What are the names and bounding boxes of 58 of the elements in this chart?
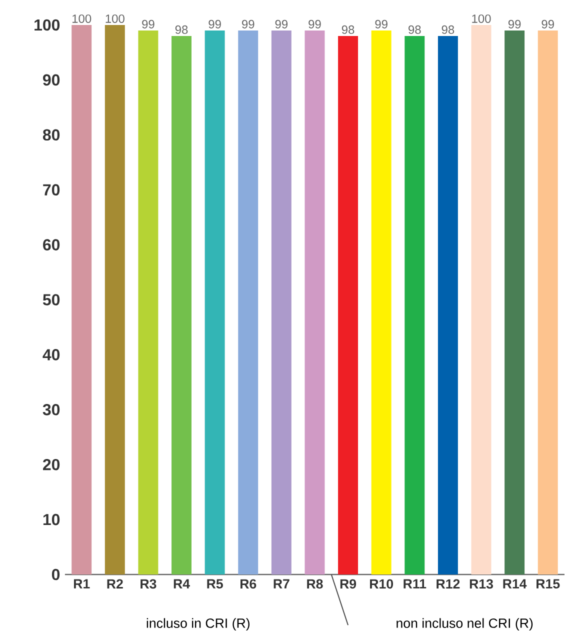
x-tick-label: R6 — [240, 579, 256, 589]
data-label: 100 — [106, 14, 125, 23]
bar — [205, 30, 226, 575]
bar — [72, 24, 92, 575]
y-tick-label: 40 — [42, 349, 60, 360]
x-tick-label: R1 — [74, 579, 90, 588]
data-label: 99 — [508, 20, 521, 28]
y-tick-label: 0 — [52, 568, 60, 580]
x-tick-label: R4 — [174, 579, 190, 588]
bar — [404, 36, 425, 575]
bar — [172, 36, 192, 575]
data-label: 99 — [308, 20, 322, 28]
data-label: 98 — [176, 25, 188, 34]
x-tick-label: R9 — [340, 579, 356, 589]
text: incluso in CRI (R) — [147, 618, 250, 631]
data-label: 98 — [342, 25, 354, 34]
data-label: 99 — [142, 20, 155, 28]
x-tick-label: R8 — [307, 579, 324, 589]
data-label: 99 — [242, 20, 254, 28]
data-label: 100 — [72, 14, 92, 23]
bar — [138, 30, 158, 575]
bar — [272, 30, 292, 575]
y-tick-label: 70 — [43, 184, 60, 196]
data-label: 99 — [276, 20, 288, 28]
x-tick-label: R10 — [370, 579, 394, 589]
bar — [504, 30, 525, 575]
data-label: 98 — [408, 25, 422, 34]
y-tick-label: 50 — [43, 294, 60, 306]
bar — [472, 24, 492, 575]
bar — [538, 30, 558, 575]
bar — [304, 30, 325, 575]
x-tick-label: R13 — [470, 579, 494, 589]
bar — [238, 30, 258, 575]
data-label: 99 — [542, 20, 554, 28]
x-tick-label: R5 — [207, 579, 224, 589]
y-tick-label: 10 — [44, 514, 60, 526]
x-tick-label: R2 — [108, 579, 124, 589]
bar — [438, 36, 458, 575]
bar — [105, 24, 126, 575]
y-tick-label: 60 — [43, 239, 60, 250]
y-tick-label: 30 — [43, 404, 60, 416]
x-tick-label: R3 — [140, 579, 156, 589]
x-tick-label: R11 — [404, 579, 426, 588]
x-tick-label: R15 — [536, 579, 560, 589]
bar — [338, 36, 358, 575]
data-label: 100 — [472, 14, 492, 23]
y-tick-label: 90 — [43, 74, 60, 86]
y-tick-label: 100 — [34, 19, 60, 31]
data-label: 99 — [208, 20, 222, 28]
x-tick-label: R7 — [274, 579, 290, 588]
y-tick-label: 80 — [43, 129, 60, 141]
x-tick-label: R12 — [436, 579, 460, 589]
y-tick-label: 20 — [43, 458, 60, 470]
data-label: 98 — [442, 25, 454, 34]
bar — [372, 30, 392, 575]
x-tick-label: R14 — [503, 579, 527, 588]
data-label: 99 — [375, 20, 388, 28]
text: non incluso nel CRI (R) — [396, 618, 533, 631]
